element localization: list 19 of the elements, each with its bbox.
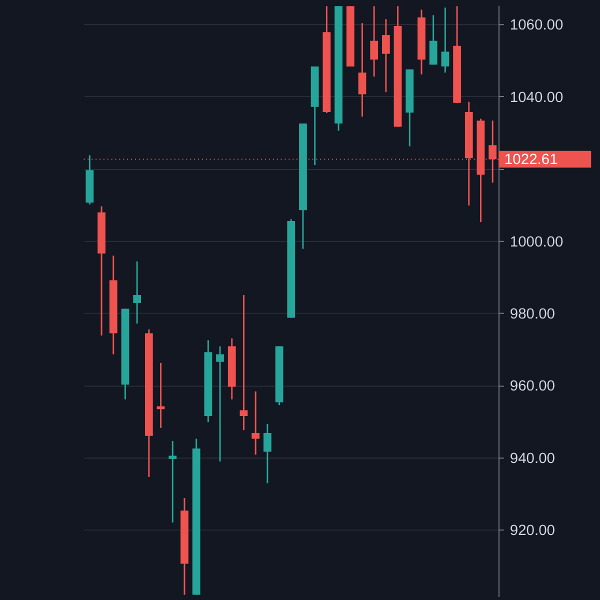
candlestick	[252, 390, 260, 456]
y-tick-label: 1040.00	[510, 90, 564, 106]
y-tick-label: 960.00	[510, 378, 556, 395]
candlestick	[240, 294, 248, 431]
candlestick	[358, 22, 366, 118]
y-tick-label: 940.00	[510, 450, 556, 467]
candlestick	[370, 5, 378, 78]
candlestick	[441, 6, 450, 74]
candlestick	[263, 423, 272, 484]
candlestick	[382, 18, 390, 93]
y-tick-label: 980.00	[510, 306, 556, 323]
candlestick	[133, 260, 142, 324]
y-tick-label: 1000.00	[510, 234, 564, 250]
candlestick	[216, 346, 224, 462]
y-tick-label: 1060.00	[510, 18, 564, 34]
candlestick	[168, 440, 177, 524]
candlestick	[429, 14, 438, 66]
ref-line-label: 1022.61	[504, 152, 558, 168]
y-tick-label: 920.00	[510, 523, 556, 540]
